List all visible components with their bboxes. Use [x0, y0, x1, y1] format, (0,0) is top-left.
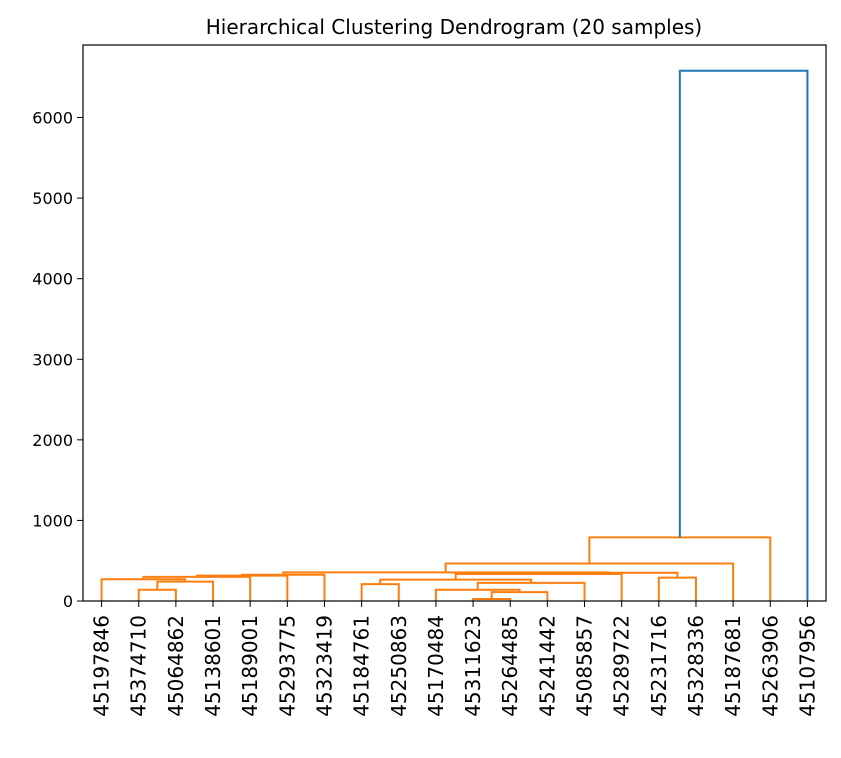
leaf-label: 45311623 [461, 615, 485, 717]
leaf-label: 45138601 [201, 615, 225, 717]
dendrogram-link [454, 573, 623, 601]
leaf-label: 45170484 [424, 615, 448, 717]
leaf-label: 45263906 [758, 615, 782, 717]
y-tick-label: 6000 [32, 109, 73, 128]
dendrogram-link [360, 583, 400, 601]
y-tick-label: 2000 [32, 431, 73, 450]
leaf-label: 45197846 [90, 615, 114, 717]
leaf-label: 45064862 [164, 615, 188, 717]
leaf-label: 45184761 [350, 615, 374, 717]
x-axis: 45197846 45374710 45064862 45138601 45189001… [90, 601, 819, 717]
y-tick-label: 5000 [32, 189, 73, 208]
leaf-label: 45374710 [127, 615, 151, 717]
leaf-label: 45323419 [312, 615, 336, 717]
y-tick-label: 1000 [32, 511, 73, 530]
leaf-label: 45264485 [498, 615, 522, 717]
chart-title: Hierarchical Clustering Dendrogram (20 s… [206, 15, 702, 39]
leaf-label: 45289722 [610, 615, 634, 717]
leaf-label: 45293775 [275, 615, 299, 717]
dendrogram-link [241, 573, 326, 601]
leaf-label: 45250863 [387, 615, 411, 717]
dendrogram-link [657, 576, 697, 601]
y-axis: 0 1000 2000 3000 4000 5000 6000 [32, 109, 83, 611]
dendrogram-link [678, 69, 809, 601]
leaf-label: 45187681 [721, 615, 745, 717]
leaf-label: 45107956 [795, 615, 819, 717]
plot-frame [82, 44, 827, 602]
dendrogram-links [100, 69, 809, 601]
leaf-label: 45231716 [647, 615, 671, 717]
dendrogram-link [195, 574, 289, 601]
dendrogram-link [588, 536, 772, 601]
y-tick-label: 3000 [32, 350, 73, 369]
y-tick-label: 4000 [32, 270, 73, 289]
dendrogram-link [156, 580, 215, 601]
dendrogram-link [137, 588, 177, 601]
dendrogram-link [537, 571, 679, 578]
leaf-label: 45085857 [573, 615, 597, 717]
y-tick-label: 0 [63, 592, 73, 611]
leaf-label: 45241442 [535, 615, 559, 717]
leaf-label: 45328336 [684, 615, 708, 717]
leaf-label: 45189001 [238, 615, 262, 717]
